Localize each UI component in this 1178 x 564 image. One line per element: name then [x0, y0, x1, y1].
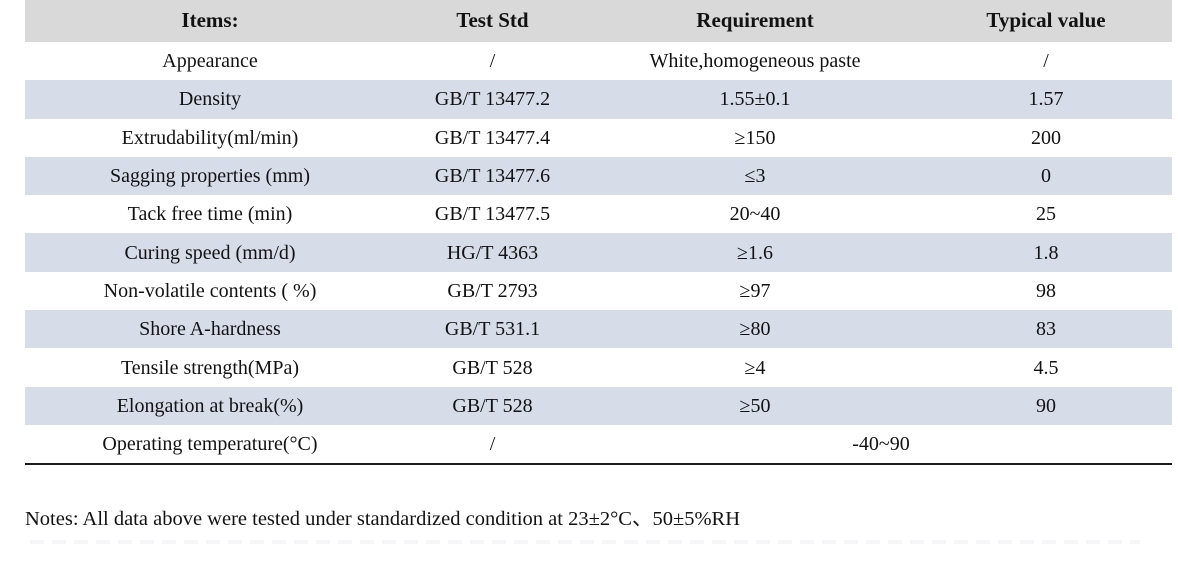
table-row: Tack free time (min) GB/T 13477.5 20~40 25: [25, 195, 1172, 234]
cell-requirement: ≥97: [739, 279, 771, 302]
cell-typical-value: 1.8: [1033, 241, 1059, 264]
header-typical-value: Typical value: [986, 8, 1106, 33]
cell-typical-value: 1.57: [1028, 88, 1064, 111]
cell-test-std: HG/T 4363: [446, 241, 539, 264]
cell-test-std: /: [489, 433, 496, 456]
cell-test-std: GB/T 531.1: [444, 318, 541, 341]
cell-requirement: -40~90: [852, 433, 910, 456]
cell-requirement: ≤3: [744, 165, 766, 188]
table-row: Appearance / White,homogeneous paste /: [25, 42, 1172, 81]
spec-table: Items: Test Std Requirement Typical valu…: [25, 0, 1172, 466]
table-header-row: Items: Test Std Requirement Typical valu…: [25, 0, 1172, 42]
cell-requirement: ≥1.6: [737, 241, 773, 264]
cell-item: Appearance: [162, 50, 258, 73]
cell-typical-value: 90: [1036, 394, 1056, 417]
notes-text: Notes: All data above were tested under …: [25, 508, 740, 530]
cell-typical-value: 200: [1031, 126, 1061, 149]
cell-item: Density: [178, 88, 242, 111]
cell-item: Tensile strength(MPa): [120, 356, 299, 379]
header-items: Items:: [181, 8, 239, 33]
cell-item: Extrudability(ml/min): [121, 126, 299, 149]
table-row: Non-volatile contents ( %) GB/T 2793 ≥97 98: [25, 271, 1172, 311]
cell-requirement: ≥50: [739, 394, 771, 417]
cell-requirement: ≥150: [734, 126, 776, 149]
cell-test-std: GB/T 528: [452, 394, 533, 417]
cell-item: Operating temperature(°C): [102, 433, 318, 456]
cell-typical-value: 0: [1041, 165, 1051, 188]
cell-item: Non-volatile contents ( %): [103, 279, 317, 302]
cell-requirement: 20~40: [729, 203, 781, 226]
cell-item: Curing speed (mm/d): [124, 241, 296, 264]
table-row: Operating temperature(°C) / -40~90: [25, 424, 1172, 464]
cell-requirement: ≥4: [744, 356, 766, 379]
cell-typical-value: 98: [1036, 279, 1056, 302]
cell-item: Sagging properties (mm): [110, 165, 310, 188]
cell-test-std: GB/T 13477.5: [434, 203, 551, 226]
cell-test-std: GB/T 13477.4: [434, 126, 551, 149]
header-requirement: Requirement: [696, 8, 814, 33]
cell-item: Shore A-hardness: [139, 318, 281, 341]
cropped-text-ghost: [30, 540, 1140, 544]
cell-typical-value: 4.5: [1033, 356, 1059, 379]
table-row: Shore A-hardness GB/T 531.1 ≥80 83: [25, 310, 1172, 349]
cell-item: Elongation at break(%): [116, 394, 304, 417]
cell-test-std: GB/T 13477.6: [434, 165, 551, 188]
cell-item: Tack free time (min): [127, 203, 293, 226]
cell-test-std: /: [489, 50, 496, 73]
table-body: Appearance / White,homogeneous paste / Densi…: [25, 42, 1172, 464]
cell-requirement: White,homogeneous paste: [649, 50, 861, 73]
cell-test-std: GB/T 2793: [447, 279, 538, 302]
table-row: Extrudability(ml/min) GB/T 13477.4 ≥150 200: [25, 118, 1172, 157]
cell-requirement: ≥80: [739, 318, 771, 341]
table-row: Sagging properties (mm) GB/T 13477.6 ≤3 0: [25, 156, 1172, 196]
cell-typical-value: 25: [1036, 203, 1056, 226]
cell-test-std: GB/T 13477.2: [434, 88, 551, 111]
cell-typical-value: /: [1043, 50, 1049, 73]
cell-requirement: 1.55±0.1: [719, 88, 791, 111]
table-row: Elongation at break(%) GB/T 528 ≥50 90: [25, 386, 1172, 425]
table-row: Curing speed (mm/d) HG/T 4363 ≥1.6 1.8: [25, 233, 1172, 272]
table-row: Density GB/T 13477.2 1.55±0.1 1.57: [25, 80, 1172, 119]
header-test-std: Test Std: [456, 8, 529, 33]
cell-test-std: GB/T 528: [452, 356, 533, 379]
cell-typical-value: 83: [1036, 318, 1056, 341]
table-row: Tensile strength(MPa) GB/T 528 ≥4 4.5: [25, 348, 1172, 387]
